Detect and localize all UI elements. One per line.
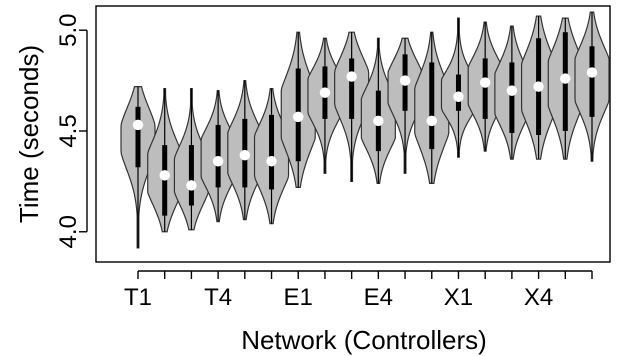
plot-frame [95, 5, 611, 263]
violin-median-X5 [560, 73, 571, 84]
violin-median-X6 [586, 67, 598, 78]
violin-median-X1 [453, 91, 464, 102]
y-tick-label-2: 5.0 [55, 14, 82, 47]
violin-box-E3 [349, 58, 355, 119]
violin-median-E1 [292, 111, 304, 123]
violin-median-E4 [373, 115, 384, 127]
y-axis-title: Time (seconds) [14, 45, 44, 223]
violin-X5 [547, 17, 583, 160]
violin-box-X2 [482, 58, 488, 119]
x-tick-label-E1: E1 [284, 284, 313, 311]
violin-median-E6 [426, 115, 438, 127]
violin-median-X3 [506, 85, 518, 96]
x-axis-title: Network (Controllers) [241, 325, 487, 355]
x-axis: T1 T4 E1 E4 X1 X4 [124, 270, 593, 311]
violin-E6 [414, 31, 450, 184]
violin-median-T5 [239, 149, 251, 161]
violin-median-T2 [159, 170, 170, 181]
violin-T2 [147, 88, 183, 233]
violin-T1 [120, 86, 156, 249]
violin-box-T3 [188, 145, 194, 206]
y-tick-label-0: 4.0 [55, 215, 82, 248]
violin-median-E2 [319, 87, 331, 98]
violin-E5 [387, 37, 423, 174]
violin-box-T1 [135, 106, 141, 168]
violin-median-T1 [132, 119, 144, 131]
violin-E1 [280, 31, 316, 189]
violin-median-E5 [399, 75, 411, 86]
x-tick-label-X1: X1 [444, 284, 473, 311]
x-tick-label-T4: T4 [204, 284, 232, 311]
x-tick-label-E4: E4 [364, 284, 393, 311]
violin-T5 [227, 79, 263, 221]
violin-median-E3 [346, 71, 357, 82]
violin-box-T6 [269, 114, 275, 190]
violin-X6 [574, 11, 610, 162]
violin-E4 [360, 37, 396, 184]
violin-E2 [307, 37, 343, 174]
violin-median-X2 [479, 77, 491, 88]
violin-median-T3 [186, 180, 197, 191]
x-tick-label-X4: X4 [524, 284, 553, 311]
violin-box-X3 [509, 62, 515, 133]
violin-box-E6 [429, 62, 435, 150]
violin-median-T4 [212, 155, 224, 167]
violin-median-T6 [266, 155, 277, 167]
violin-T3 [173, 88, 210, 231]
plot-area: 4.0 4.5 5.0 T1 T4 E1 E4 X1 X4 [55, 5, 611, 311]
violin-box-X6 [589, 46, 595, 117]
y-tick-label-1: 4.5 [55, 114, 82, 147]
y-axis: 4.0 4.5 5.0 [55, 14, 88, 248]
violins-layer [120, 11, 610, 249]
violin-E3 [334, 31, 370, 182]
violin-T6 [253, 88, 290, 225]
violin-median-X4 [533, 81, 544, 92]
x-tick-label-T1: T1 [124, 284, 152, 311]
